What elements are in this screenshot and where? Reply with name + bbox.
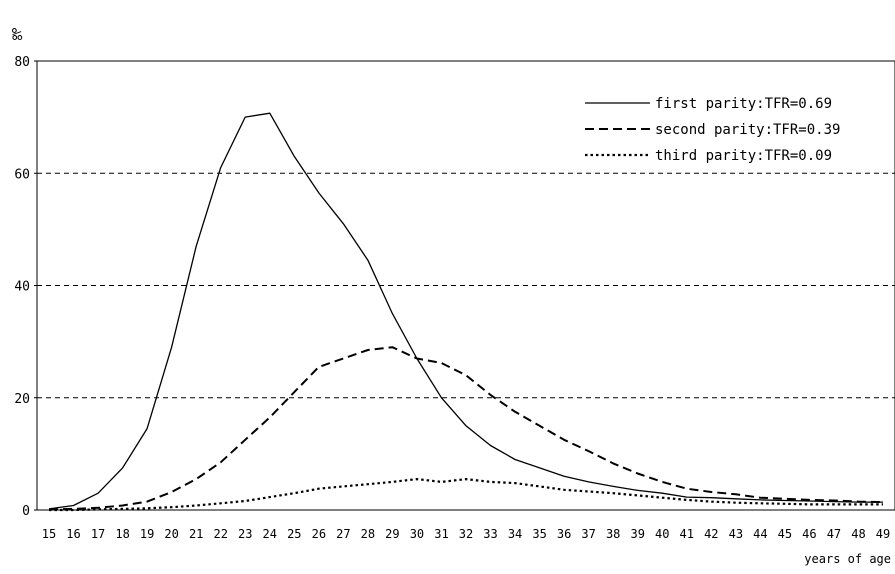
x-tick-label: 27: [336, 527, 350, 541]
x-tick-label: 37: [581, 527, 595, 541]
x-tick-label: 36: [557, 527, 571, 541]
x-tick-label: 26: [312, 527, 326, 541]
x-tick-label: 30: [410, 527, 424, 541]
x-tick-label: 42: [704, 527, 718, 541]
x-tick-label: 39: [630, 527, 644, 541]
x-tick-label: 16: [66, 527, 80, 541]
x-tick-label: 19: [140, 527, 154, 541]
x-tick-label: 21: [189, 527, 203, 541]
x-tick-label: 46: [802, 527, 816, 541]
x-tick-label: 23: [238, 527, 252, 541]
x-tick-label: 49: [876, 527, 890, 541]
x-tick-label: 40: [655, 527, 669, 541]
x-tick-labels: 15 16 17 18 19 20 21 22 23 24 25 26 27 28 29 30 31 32 33 34…: [42, 527, 890, 541]
gridlines: [37, 172, 895, 399]
series-lines: [48, 112, 884, 512]
x-tick-label: 43: [729, 527, 743, 541]
legend-label: third parity:TFR=0.09: [655, 148, 832, 164]
x-tick-label: 20: [164, 527, 178, 541]
x-tick-label: 18: [115, 527, 129, 541]
x-tick-label: 32: [459, 527, 473, 541]
series-line-dashed: [48, 346, 884, 511]
y-tick-label: 0: [22, 504, 30, 519]
series-line-solid: [48, 112, 883, 510]
y-axis-label: ‰: [12, 25, 23, 45]
legend-label: second parity:TFR=0.39: [655, 122, 840, 138]
x-tick-label: 47: [827, 527, 841, 541]
x-axis-label: years of age: [804, 552, 891, 566]
x-tick-label: 38: [606, 527, 620, 541]
x-tick-label: 15: [42, 527, 56, 541]
x-tick-label: 31: [434, 527, 448, 541]
x-tick-label: 41: [680, 527, 694, 541]
legend-label: first parity:TFR=0.69: [655, 96, 832, 112]
y-tick-label: 20: [14, 392, 30, 407]
x-tick-label: 33: [483, 527, 497, 541]
x-tick-label: 17: [91, 527, 105, 541]
x-tick-label: 48: [851, 527, 865, 541]
y-tick-label: 40: [14, 280, 30, 295]
x-tick-label: 25: [287, 527, 301, 541]
x-tick-label: 35: [532, 527, 546, 541]
x-tick-label: 45: [778, 527, 792, 541]
y-tick-label: 60: [14, 167, 30, 182]
legend: first parity:TFR=0.69 second parity:TFR=0…: [585, 96, 840, 164]
y-tick-labels: 0 20 40 60 80: [14, 55, 37, 519]
x-tick-label: 44: [753, 527, 767, 541]
y-tick-label: 80: [14, 55, 30, 70]
series-line-dotted: [49, 478, 883, 512]
x-tick-label: 34: [508, 527, 522, 541]
x-tick-label: 22: [213, 527, 227, 541]
x-tick-label: 24: [263, 527, 277, 541]
x-tick-label: 28: [361, 527, 375, 541]
x-tick-label: 29: [385, 527, 399, 541]
